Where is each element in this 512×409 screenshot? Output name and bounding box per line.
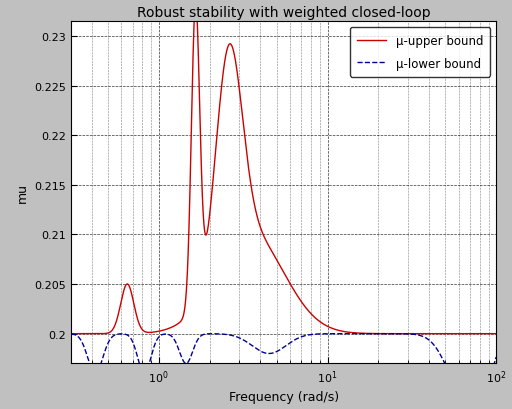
μ-lower bound (345, 331, 351, 336)
μ-upper bound (493, 331, 499, 336)
μ-lower bound (418, 333, 424, 338)
μ-upper bound (68, 331, 74, 336)
μ-lower bound (473, 399, 479, 404)
Line: μ-lower bound: μ-lower bound (71, 334, 496, 401)
μ-lower bound (386, 331, 392, 336)
μ-upper bound (145, 330, 152, 335)
Legend: μ-upper bound, μ-lower bound: μ-upper bound, μ-lower bound (350, 28, 490, 77)
μ-lower bound (145, 364, 152, 369)
μ-upper bound (386, 331, 392, 336)
Title: Robust stability with weighted closed-loop: Robust stability with weighted closed-lo… (137, 6, 431, 20)
μ-upper bound (230, 50, 237, 55)
μ-lower bound (68, 332, 74, 337)
μ-lower bound (323, 331, 329, 336)
μ-upper bound (345, 330, 351, 335)
X-axis label: Frequency (rad/s): Frequency (rad/s) (228, 391, 339, 403)
μ-upper bound (418, 331, 424, 336)
μ-lower bound (362, 331, 368, 336)
Line: μ-upper bound: μ-upper bound (71, 2, 496, 334)
μ-upper bound (193, 0, 199, 5)
Y-axis label: mu: mu (16, 183, 29, 203)
μ-upper bound (323, 323, 329, 328)
μ-lower bound (230, 334, 237, 339)
μ-lower bound (493, 355, 499, 360)
